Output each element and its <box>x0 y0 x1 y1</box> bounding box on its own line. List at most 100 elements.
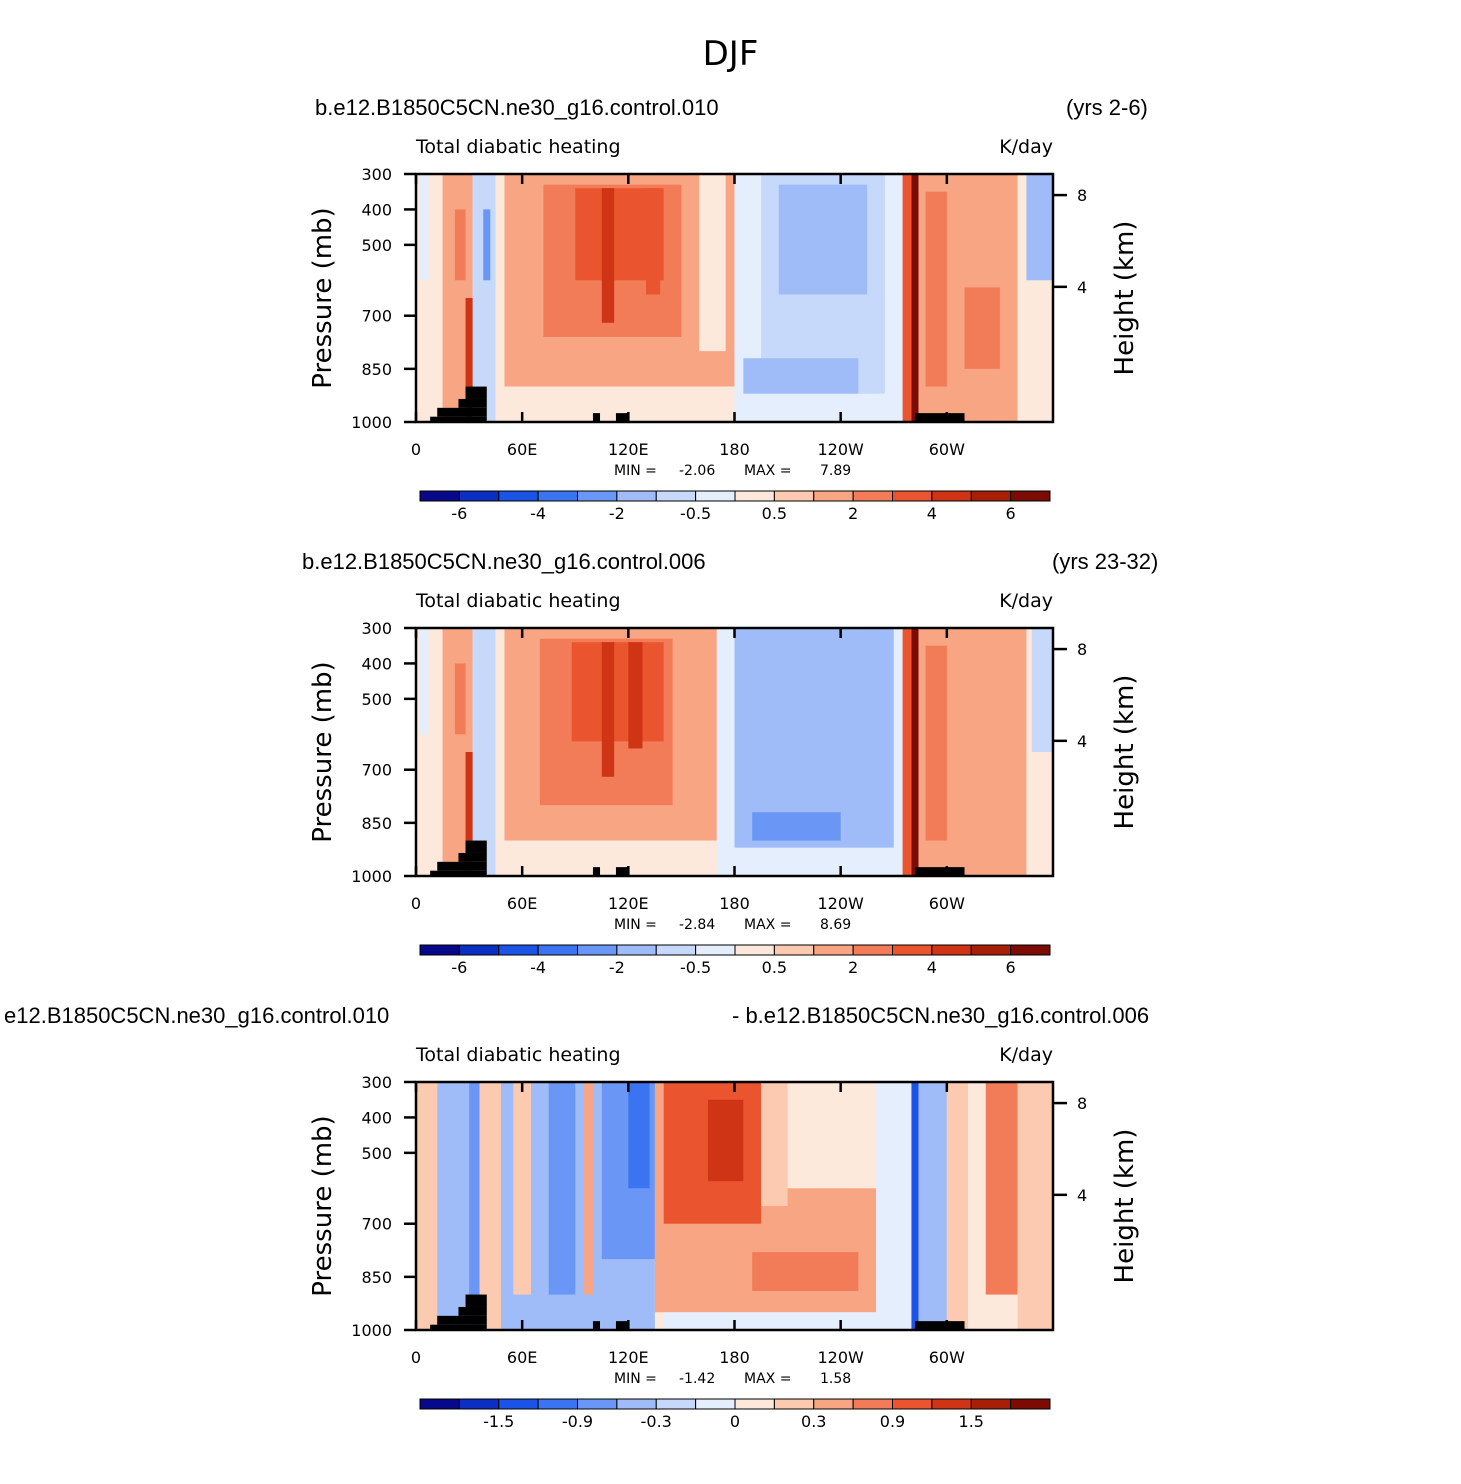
colorbar-box <box>498 1398 539 1410</box>
field-cell <box>946 1082 969 1330</box>
colorbar-tick-label: 4 <box>927 504 937 523</box>
field-cell <box>419 628 429 735</box>
height-tick-label: 4 <box>1077 1186 1087 1205</box>
colorbar-box <box>773 490 815 502</box>
field-cell <box>1017 1082 1053 1330</box>
field-cell <box>495 174 505 422</box>
colorbar-tick-label: 1.5 <box>959 1412 984 1431</box>
colorbar-box <box>734 944 775 956</box>
colorbar-box <box>577 944 618 956</box>
y-tick-label: 1000 <box>351 1321 392 1340</box>
colorbar-box <box>419 1398 460 1410</box>
colorbar-box <box>931 490 972 502</box>
colorbar-tick-label: 0.5 <box>762 504 787 523</box>
field-cell <box>925 645 947 841</box>
colorbar-tick-label: -0.5 <box>680 958 711 977</box>
x-tick-label: 120E <box>608 440 649 459</box>
field-cell <box>646 188 661 295</box>
min-label: MIN = <box>614 1371 657 1387</box>
field-cell <box>454 209 466 281</box>
land-mask <box>430 870 487 876</box>
y-tick-label: 850 <box>361 814 392 833</box>
y-tick-label: 400 <box>361 654 392 673</box>
max-label: MAX = <box>744 917 791 933</box>
field-cell <box>628 642 643 749</box>
x-tick-label: 0 <box>411 1348 421 1367</box>
colorbar-box <box>695 1398 736 1410</box>
field-cell <box>964 287 1000 369</box>
land-mask <box>914 1321 965 1330</box>
colorbar-box <box>734 1398 775 1410</box>
field-cell <box>876 1082 912 1330</box>
colorbar-box <box>1010 490 1051 502</box>
y-tick-label: 500 <box>361 690 392 709</box>
y-tick-label: 850 <box>361 360 392 379</box>
x-tick-label: 0 <box>411 894 421 913</box>
colorbar-box <box>695 944 736 956</box>
colorbar-box <box>931 1398 972 1410</box>
field-label: Total diabatic heating <box>415 590 621 612</box>
field-cell <box>495 628 505 876</box>
land-mask <box>592 1321 601 1330</box>
colorbar-box <box>655 944 697 956</box>
field-cell <box>584 1082 593 1295</box>
max-value: 1.58 <box>820 1371 851 1387</box>
land-mask <box>615 1321 629 1330</box>
colorbar-box <box>419 490 460 502</box>
colorbar-tick-label: -0.5 <box>680 504 711 523</box>
y-tick-label: 700 <box>361 1215 392 1234</box>
colorbar-box <box>773 1398 815 1410</box>
colorbar-box <box>577 1398 618 1410</box>
colorbar-box <box>1010 944 1051 956</box>
land-mask <box>458 398 487 408</box>
colorbar-tick-label: -0.3 <box>641 1412 672 1431</box>
colorbar-box <box>537 944 578 956</box>
colorbar-box <box>773 944 815 956</box>
field-cell <box>469 1082 480 1330</box>
heatmap-panel-3: Total diabatic heating K/day 0 60E 120E 180 12… <box>308 1044 1140 1431</box>
field-cell <box>548 1082 576 1295</box>
field-cell <box>1026 174 1053 281</box>
field-cell <box>752 812 841 841</box>
field-cell <box>707 1099 744 1182</box>
run-label-left: b.e12.B1850C5CN.ne30_g16.control.006 <box>302 549 706 574</box>
field-cell <box>778 184 868 295</box>
colorbar-box <box>852 1398 893 1410</box>
run-label-right: (yrs 23-32) <box>1052 549 1159 574</box>
min-label: MIN = <box>614 463 657 479</box>
colorbar-box <box>655 490 697 502</box>
colorbar-box <box>616 944 657 956</box>
height-tick-label: 4 <box>1077 732 1087 751</box>
field-cell <box>483 209 491 281</box>
y-axis-title-right: Height (km) <box>1110 675 1140 830</box>
field-cell <box>743 638 885 823</box>
x-tick-label: 180 <box>719 1348 750 1367</box>
colorbar-box <box>458 1398 500 1410</box>
colorbar-box <box>852 944 893 956</box>
y-tick-label: 300 <box>361 1073 392 1092</box>
y-tick-label: 500 <box>361 1144 392 1163</box>
max-label: MAX = <box>744 1371 791 1387</box>
land-mask <box>465 840 487 853</box>
field-cell <box>761 1082 788 1206</box>
field-cell <box>437 1082 470 1330</box>
x-tick-label: 120W <box>817 1348 864 1367</box>
colorbar-tick-label: -2 <box>609 958 625 977</box>
y-axis-title: Pressure (mb) <box>308 661 338 842</box>
land-mask <box>465 1294 487 1307</box>
x-tick-label: 60W <box>929 894 965 913</box>
field-cell <box>699 174 726 352</box>
field-cell <box>601 188 615 323</box>
colorbar-tick-label: 2 <box>848 958 858 977</box>
land-mask <box>592 867 601 876</box>
height-tick-label: 8 <box>1077 640 1087 659</box>
max-label: MAX = <box>744 463 791 479</box>
x-tick-label: 0 <box>411 440 421 459</box>
y-tick-label: 1000 <box>351 413 392 432</box>
field-cell <box>911 174 919 422</box>
colorbar-box <box>892 944 933 956</box>
land-mask <box>914 413 965 422</box>
x-tick-label: 60W <box>929 440 965 459</box>
y-tick-label: 1000 <box>351 867 392 886</box>
colorbar-box <box>498 944 539 956</box>
